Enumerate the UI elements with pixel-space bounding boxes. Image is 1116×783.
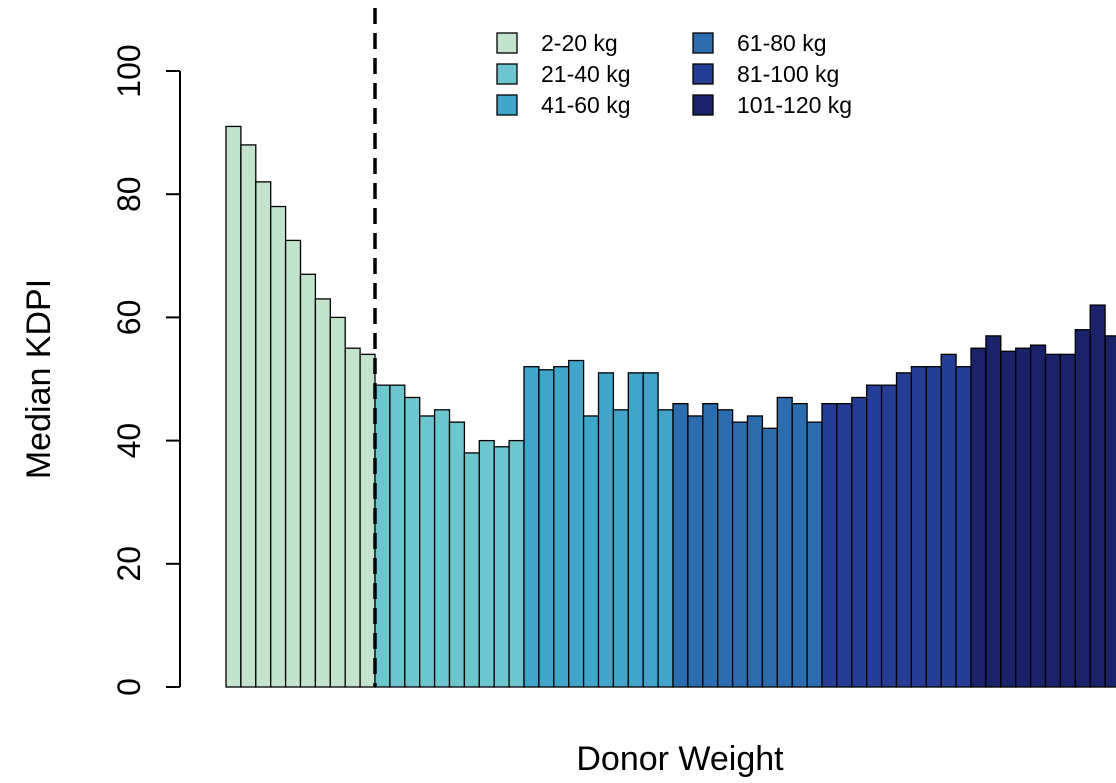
bar-6-6 bbox=[1044, 353, 1062, 688]
legend: 2-20 kg 21-40 kg 41-60 kg 61-80 kg 81-100 kg… bbox=[496, 30, 852, 118]
bar-2-9 bbox=[493, 446, 510, 688]
bar-5-3 bbox=[851, 396, 868, 688]
bar-5-1 bbox=[821, 402, 838, 688]
legend-swatch-5 bbox=[692, 63, 714, 85]
bar-2-4 bbox=[419, 415, 436, 688]
bar-2-1 bbox=[374, 384, 391, 688]
y-axis: 0 20 40 60 80 100 bbox=[111, 44, 181, 696]
legend-swatch-6 bbox=[692, 94, 714, 116]
bar-2-8 bbox=[478, 439, 495, 688]
bar-1-4 bbox=[270, 205, 287, 688]
legend-swatch-1 bbox=[496, 32, 518, 54]
bar-6-7 bbox=[1059, 353, 1076, 688]
bar-6-8 bbox=[1074, 329, 1091, 688]
bar-3-5 bbox=[582, 415, 600, 688]
y-tick-label-60: 60 bbox=[111, 300, 147, 336]
bar-1-1 bbox=[225, 125, 242, 688]
bar-5-7 bbox=[910, 366, 927, 688]
legend-label-5: 81-100 kg bbox=[737, 61, 839, 87]
bar-4-1 bbox=[672, 402, 689, 688]
bar-4-3 bbox=[702, 402, 719, 688]
bar-1-6 bbox=[299, 273, 317, 688]
bar-6-9 bbox=[1089, 304, 1106, 688]
bar-6-4 bbox=[1015, 347, 1032, 688]
y-tick-label-20: 20 bbox=[111, 546, 147, 582]
x-axis-title: Donor Weight bbox=[576, 740, 784, 778]
bar-2-6 bbox=[448, 421, 466, 688]
bar-3-4 bbox=[568, 359, 585, 688]
bar-2-7 bbox=[463, 452, 480, 688]
y-tick-label-0: 0 bbox=[111, 678, 147, 696]
legend-label-3: 41-60 kg bbox=[541, 92, 631, 118]
bar-2-5 bbox=[433, 409, 451, 688]
bar-2-3 bbox=[404, 396, 421, 688]
bar-5-4 bbox=[866, 384, 883, 688]
bar-4-6 bbox=[746, 415, 764, 688]
bar-1-3 bbox=[255, 181, 272, 688]
bar-3-3 bbox=[553, 366, 570, 688]
bar-5-2 bbox=[836, 402, 853, 688]
legend-label-4: 61-80 kg bbox=[737, 30, 827, 56]
bar-4-7 bbox=[761, 427, 778, 688]
bar-4-9 bbox=[791, 402, 808, 688]
bar-3-9 bbox=[642, 372, 659, 688]
bar-6-2 bbox=[985, 335, 1002, 688]
bar-5-8 bbox=[925, 366, 942, 688]
bar-1-5 bbox=[284, 239, 302, 688]
bar-6-10 bbox=[1104, 335, 1116, 688]
bar-2-10 bbox=[508, 439, 525, 688]
legend-swatch-4 bbox=[692, 32, 714, 54]
bar-5-10 bbox=[955, 366, 972, 688]
bar-4-5 bbox=[731, 421, 749, 688]
bar-1-10 bbox=[359, 353, 376, 688]
bars-layer bbox=[225, 8, 1116, 688]
bar-5-5 bbox=[880, 384, 898, 688]
bar-3-10 bbox=[657, 409, 674, 688]
y-axis-title: Median KDPI bbox=[20, 279, 58, 479]
bar-4-10 bbox=[806, 421, 823, 688]
bar-3-2 bbox=[538, 369, 555, 688]
bar-1-9 bbox=[344, 347, 361, 688]
y-tick-label-80: 80 bbox=[111, 176, 147, 212]
bar-5-6 bbox=[895, 372, 913, 688]
bar-6-1 bbox=[970, 347, 987, 688]
legend-swatch-3 bbox=[496, 94, 518, 116]
legend-label-1: 2-20 kg bbox=[541, 30, 618, 56]
bar-3-8 bbox=[627, 372, 644, 688]
bar-1-7 bbox=[314, 298, 331, 688]
bar-6-3 bbox=[1000, 350, 1017, 688]
legend-label-6: 101-120 kg bbox=[737, 92, 852, 118]
y-tick-label-40: 40 bbox=[111, 423, 147, 459]
legend-label-2: 21-40 kg bbox=[541, 61, 631, 87]
bar-2-2 bbox=[389, 384, 406, 688]
bar-6-5 bbox=[1029, 344, 1047, 688]
bar-3-6 bbox=[597, 372, 615, 688]
bar-4-2 bbox=[687, 415, 704, 688]
bar-1-8 bbox=[329, 316, 346, 688]
bar-1-2 bbox=[240, 144, 257, 688]
bar-5-9 bbox=[940, 353, 957, 688]
bar-3-1 bbox=[523, 366, 540, 688]
y-tick-label-100: 100 bbox=[111, 44, 147, 97]
legend-swatch-2 bbox=[496, 63, 518, 85]
bar-4-8 bbox=[776, 396, 793, 688]
bar-3-7 bbox=[612, 409, 629, 688]
bar-4-4 bbox=[717, 409, 734, 688]
